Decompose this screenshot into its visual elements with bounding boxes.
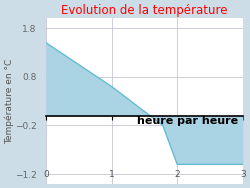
Title: Evolution de la température: Evolution de la température	[61, 4, 228, 17]
Text: 3: 3	[240, 170, 246, 179]
Y-axis label: Température en °C: Température en °C	[4, 58, 14, 144]
Text: heure par heure: heure par heure	[137, 116, 238, 126]
Text: 2: 2	[174, 170, 180, 179]
Text: 0: 0	[43, 170, 49, 179]
Text: 1: 1	[109, 170, 114, 179]
